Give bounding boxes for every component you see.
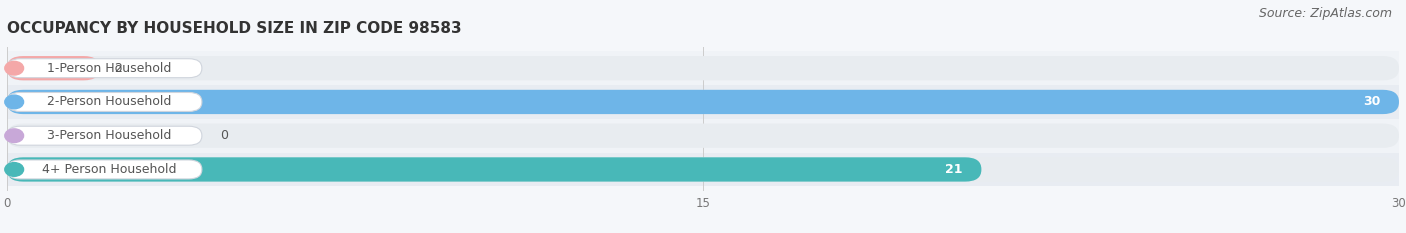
Text: Source: ZipAtlas.com: Source: ZipAtlas.com [1258,7,1392,20]
Text: 21: 21 [945,163,963,176]
FancyBboxPatch shape [7,85,1399,119]
FancyBboxPatch shape [7,157,981,182]
FancyBboxPatch shape [7,126,202,145]
FancyBboxPatch shape [7,153,1399,186]
Text: 0: 0 [221,129,228,142]
FancyBboxPatch shape [7,90,1399,114]
Text: 1-Person Household: 1-Person Household [46,62,172,75]
FancyBboxPatch shape [7,56,100,80]
Text: 3-Person Household: 3-Person Household [46,129,172,142]
FancyBboxPatch shape [7,119,1399,153]
Text: 2: 2 [114,62,122,75]
Text: 4+ Person Household: 4+ Person Household [42,163,176,176]
Circle shape [4,163,24,176]
Circle shape [4,95,24,109]
FancyBboxPatch shape [7,90,1399,114]
Text: 30: 30 [1362,96,1381,108]
FancyBboxPatch shape [7,59,202,78]
FancyBboxPatch shape [7,56,1399,80]
Text: 2-Person Household: 2-Person Household [46,96,172,108]
FancyBboxPatch shape [7,123,1399,148]
Text: OCCUPANCY BY HOUSEHOLD SIZE IN ZIP CODE 98583: OCCUPANCY BY HOUSEHOLD SIZE IN ZIP CODE … [7,21,461,36]
FancyBboxPatch shape [7,93,202,111]
Circle shape [4,129,24,143]
FancyBboxPatch shape [7,160,202,179]
FancyBboxPatch shape [7,157,1399,182]
Circle shape [4,61,24,75]
FancyBboxPatch shape [7,51,1399,85]
